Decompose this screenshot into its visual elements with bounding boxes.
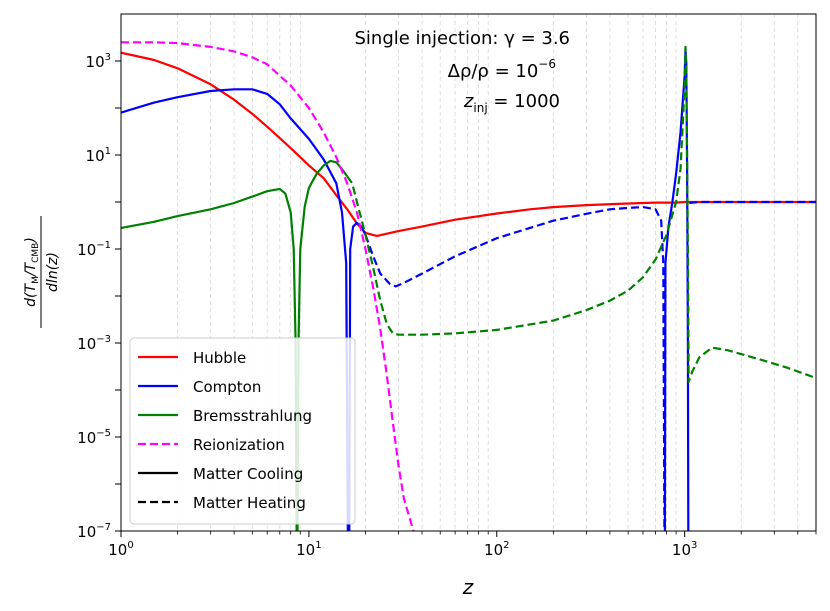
annotation-line3-var: z [463,91,474,112]
series-layer [121,41,816,531]
svg-text:d(TM/TCMB): d(TM/TCMB) [23,237,41,307]
y-label-num: d(T [23,282,39,306]
annotation-line3-suffix: = 1000 [488,91,560,112]
y-label-end: ) [23,237,39,243]
y-label-mid: /T [23,261,39,278]
series-line-bremsstrahlung-1 [296,159,349,531]
legend: Hubble Compton Bremsstrahlung Reionization M… [129,337,356,525]
annotation-line2: Δρ/ρ = 10−6 [448,57,556,82]
y-tick-label: 10−1 [77,240,111,259]
legend-box [129,337,356,525]
y-tick-label: 10−5 [77,428,111,447]
series-line-reionization-0 [121,41,415,531]
y-tick-label: 101 [86,146,111,165]
annotation-line2-prefix: Δρ/ρ = 10 [448,61,539,82]
y-tick-label: 103 [86,52,111,71]
series-line-bremsstrahlung-0 [121,187,298,531]
annotation-line1: Single injection: γ = 3.6 [354,28,570,49]
series-line-compton-4 [689,200,816,205]
y-axis-label: d(TM/TCMB) dln(z) [23,216,61,328]
y-axis: 10−7 10−5 10−3 10−1 101 103 [77,52,121,541]
legend-label: Hubble [193,349,246,367]
series-line-bremsstrahlung-2 [346,45,816,383]
x-tick-label: 100 [108,540,133,559]
x-tick-label: 101 [296,540,321,559]
series-line-compton-1 [348,221,367,531]
series-line-hubble-0 [121,51,816,237]
y-label-sub2: CMB [31,243,41,263]
y-tick-label: 10−3 [77,334,111,353]
x-tick-label: 102 [484,540,509,559]
annotation-line3: zinj = 1000 [463,91,560,115]
y-label-den: dln(z) [45,252,61,292]
legend-label: Reionization [193,436,285,454]
series-line-compton-2 [364,206,666,531]
legend-label: Matter Cooling [193,465,303,483]
series-line-compton-3 [663,47,690,531]
y-label-sub1: M [31,276,41,284]
annotation-line2-exp: −6 [538,57,556,71]
annotation: Single injection: γ = 3.6 Δρ/ρ = 10−6 zi… [354,28,570,115]
y-tick-label: 10−7 [77,522,111,541]
legend-label: Matter Heating [193,494,306,512]
x-axis-label: z [462,575,474,599]
x-axis: 100 101 102 103 [108,531,817,559]
legend-label: Compton [193,378,261,396]
legend-label: Bremsstrahlung [193,407,312,425]
annotation-line3-sub: inj [473,101,487,115]
series-line-compton-0 [121,88,349,531]
plot-frame [120,13,817,532]
x-tick-label: 103 [672,540,697,559]
